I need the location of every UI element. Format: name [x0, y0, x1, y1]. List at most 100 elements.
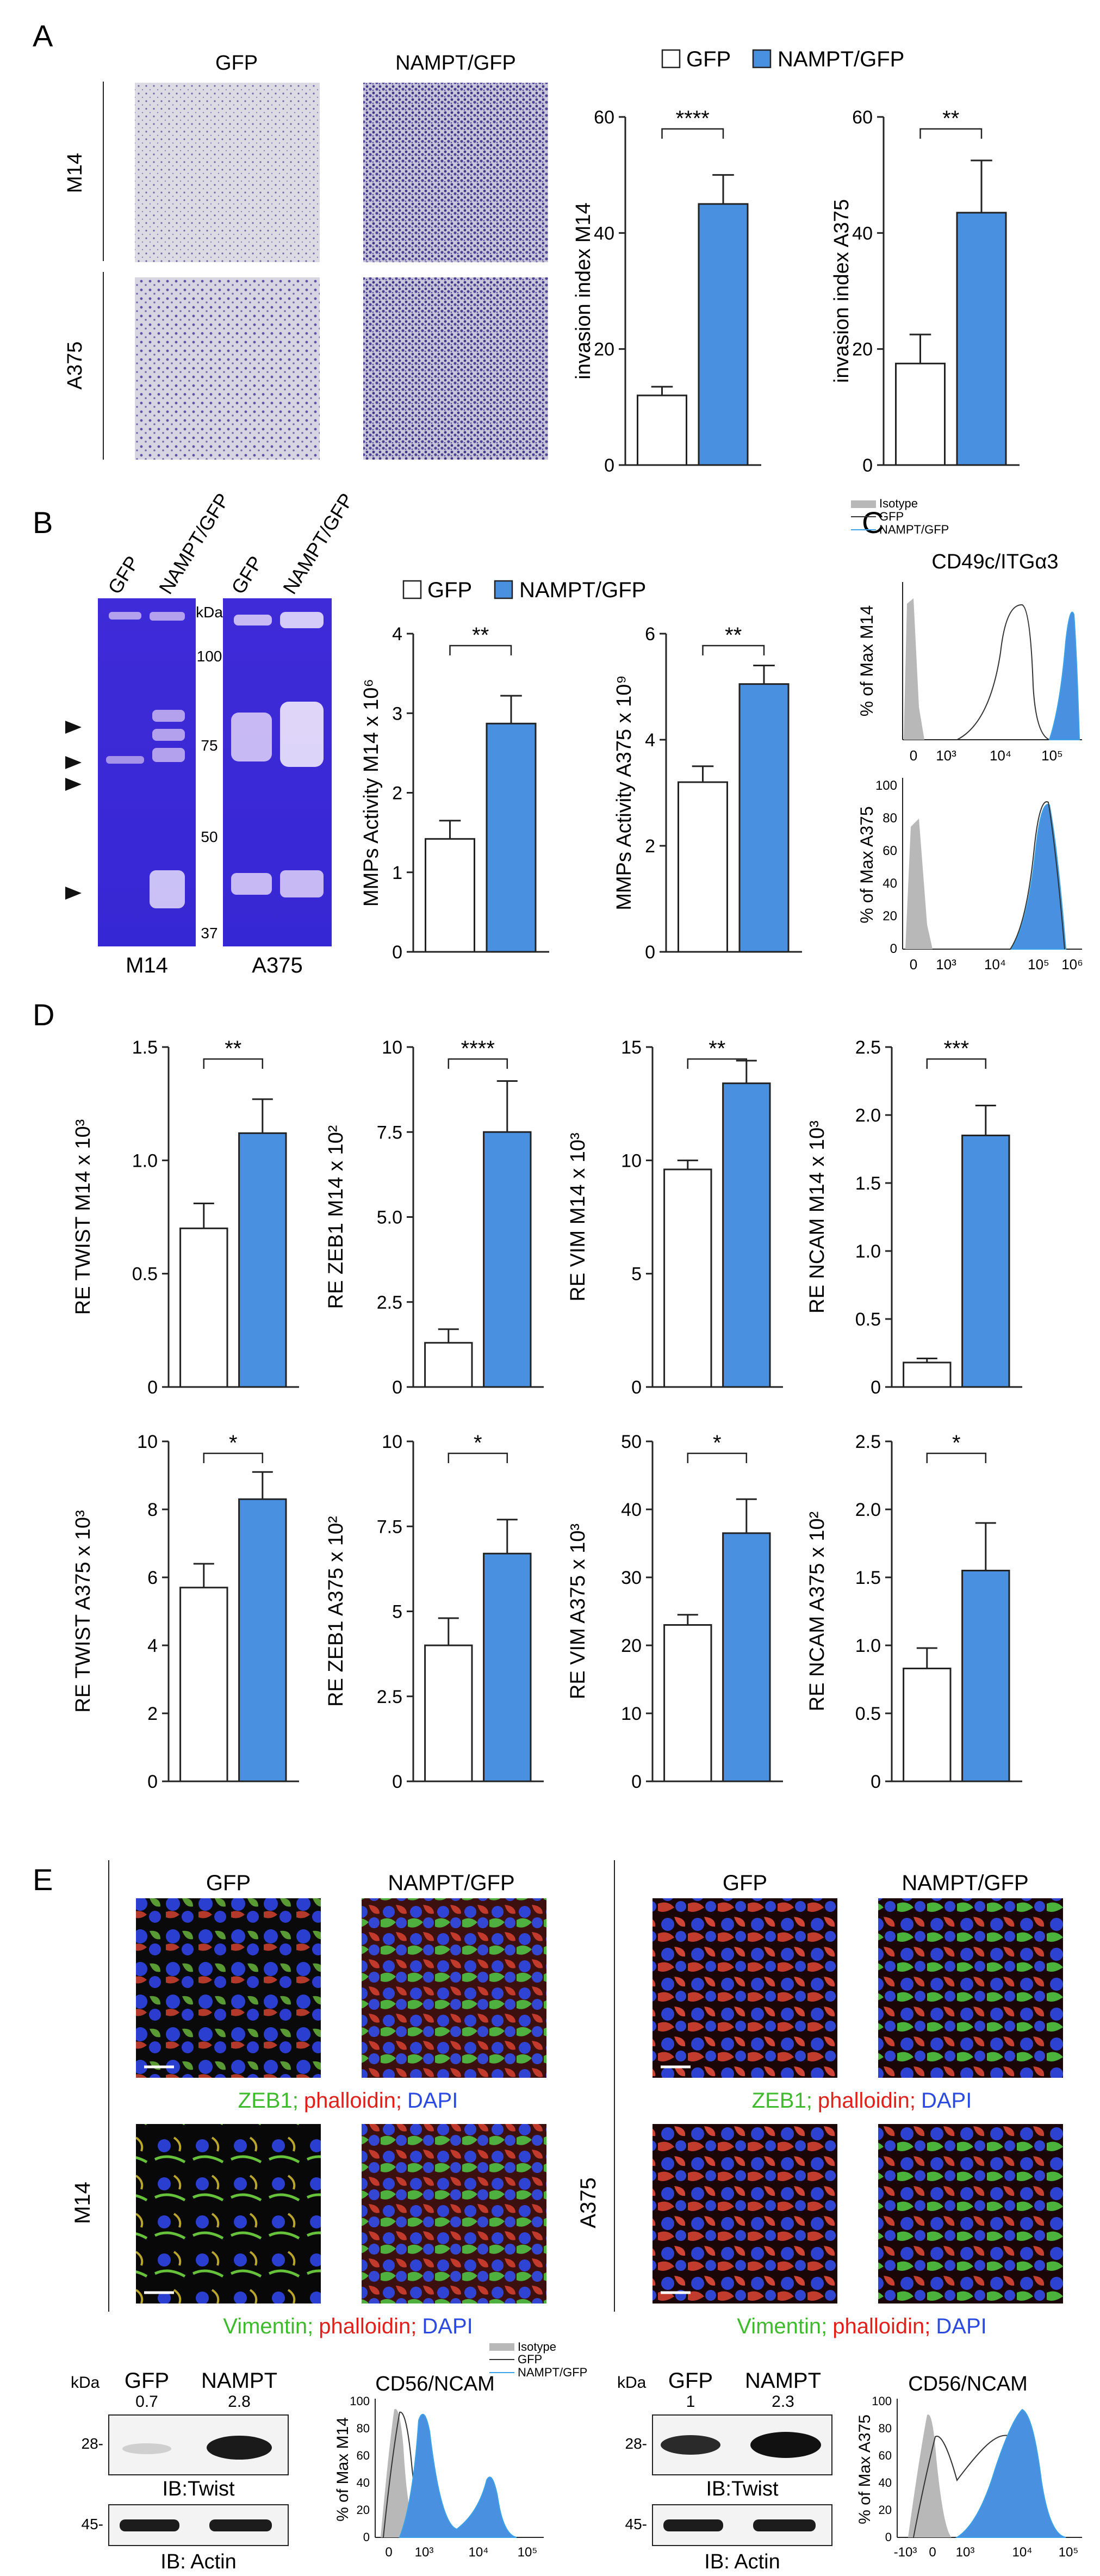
flow-c-a375-ytick: 100 — [875, 778, 897, 793]
y-tick-label: 10 — [382, 1037, 402, 1058]
significance-label: *** — [943, 1037, 969, 1061]
flow-c-a375-ylabel: % of Max A375 — [857, 806, 877, 923]
y-tick-label: 2 — [392, 783, 402, 804]
e-m14-caption-vim: Vimentin; phalloidin; DAPI — [223, 2314, 473, 2338]
wb-a375-val-nampt: 2.3 — [772, 2393, 794, 2411]
legend-e-isotype-swatch — [489, 2343, 514, 2351]
wb-a375-twist-band-gfp — [661, 2435, 720, 2455]
wb-a375-gfp: GFP — [668, 2369, 713, 2393]
flow-ncam-m14: CD56/NCAM 0 20 40 60 80 100 % of Max M14… — [334, 2373, 544, 2560]
e-m14-nampt-vim-image — [362, 2124, 546, 2303]
e-side-m14: M14 — [71, 2182, 95, 2224]
significance-label: ** — [942, 107, 959, 131]
flow-c-a375-isotype — [905, 819, 933, 949]
micro-a375-nampt — [363, 277, 548, 460]
flow-c-a375-ytick: 40 — [883, 876, 897, 891]
bar-gfp — [663, 1624, 712, 1782]
bar-gfp — [895, 362, 946, 466]
y-tick-label: 0 — [631, 1772, 642, 1792]
e-a375-gfp-vim-image — [652, 2124, 837, 2303]
legend-a-gfp-label: GFP — [686, 47, 731, 71]
flow-c-m14-nampt — [1048, 611, 1080, 740]
y-tick-label: 0 — [147, 1377, 158, 1398]
y-tick-label: 3 — [392, 703, 402, 724]
y-tick-label: 1.5 — [855, 1173, 881, 1194]
y-tick-label: 0 — [392, 1377, 402, 1398]
ncam-m14-xtick: 10⁵ — [518, 2545, 538, 2560]
gel-marker-75: 75 — [201, 737, 217, 754]
ncam-a375-ytick: 20 — [879, 2503, 892, 2517]
flow-c-a375-ytick: 80 — [883, 811, 897, 826]
wb-m14-ib-twist: IB:Twist — [162, 2478, 234, 2500]
wb-a375-val-gfp: 1 — [686, 2393, 695, 2411]
flow-c-m14-isotype — [904, 598, 924, 740]
bar-nampt — [486, 722, 537, 953]
legend-b-nampt-swatch — [494, 580, 513, 599]
significance-bracket — [449, 645, 512, 655]
significance-label: ** — [725, 623, 742, 647]
cap-zeb1: ZEB1; — [238, 2089, 299, 2113]
chart-d4: 0 0.5 1.0 1.5 2.0 2.5 RE NCAM M14 x 10³ *** — [806, 1037, 1022, 1398]
ncam-a375-xtick: 0 — [929, 2545, 936, 2560]
significance-bracket — [926, 1058, 987, 1069]
bar-nampt — [238, 1498, 287, 1782]
gel-a375-col-gfp: GFP — [227, 552, 267, 598]
y-axis-label: RE VIM A375 x 10³ — [567, 1524, 589, 1699]
y-tick-label: 0 — [392, 1772, 402, 1792]
chart-d1: 0 0.5 1.0 1.5 RE TWIST M14 x 10³ ** — [72, 1037, 299, 1398]
y-tick-label: 2.0 — [855, 1105, 881, 1126]
significance-label: **** — [676, 107, 710, 131]
e-side-a375: A375 — [576, 2177, 600, 2228]
y-axis-label: invasion index A375 — [830, 199, 853, 383]
wb-m14-gfp: GFP — [125, 2369, 169, 2393]
y-tick-label: 0 — [147, 1772, 158, 1792]
wb-m14-actin-band-gfp — [120, 2519, 179, 2531]
gel-kda: kDa — [196, 604, 223, 621]
bar-gfp — [678, 781, 728, 953]
ncam-m14-ytick: 0 — [363, 2530, 370, 2544]
flow-c-m14-xtick: 10⁴ — [990, 747, 1011, 764]
y-tick-label: 5.0 — [377, 1208, 402, 1228]
y-tick-label: 0.5 — [855, 1309, 881, 1330]
bar-nampt — [722, 1532, 771, 1782]
significance-label: * — [952, 1431, 961, 1455]
panel-label-c: C — [862, 505, 884, 540]
ncam-a375-isotype — [908, 2414, 952, 2537]
e-a375-nampt-zeb1-image — [878, 1898, 1063, 2078]
bar-nampt — [956, 212, 1007, 466]
panel-label-b: B — [33, 505, 53, 540]
y-tick-label: 0 — [645, 942, 655, 963]
wb-a375-actin-mw: 45- — [625, 2516, 647, 2532]
y-tick-label: 0 — [862, 455, 873, 476]
e-m14-gfp-vim-image — [136, 2124, 321, 2303]
flow-ncam-m14-title: CD56/NCAM — [375, 2373, 495, 2395]
y-tick-label: 60 — [852, 107, 873, 128]
y-axis-label: invasion index M14 — [572, 202, 595, 379]
wb-m14-nampt: NAMPT — [201, 2369, 277, 2393]
wb-a375-actin-band-nampt — [753, 2519, 816, 2531]
bar-gfp — [425, 838, 475, 953]
flow-c-m14-gfp — [956, 604, 1050, 740]
wb-a375-actin-band-gfp — [663, 2519, 723, 2531]
gel-m14-col-nampt: NAMPT/GFP — [154, 489, 234, 598]
flow-c-a375-gfp — [1010, 801, 1065, 950]
chart-a2: 0 20 40 60 invasion index A375 ** — [830, 107, 1020, 476]
significance-label: ** — [472, 623, 489, 647]
legend-c-gfp: GFP — [879, 510, 904, 523]
ncam-a375-ytick: 60 — [879, 2449, 892, 2462]
bar-gfp — [903, 1361, 952, 1388]
panel-label-a: A — [33, 18, 53, 53]
e-m14-gfp-zeb1-image — [136, 1898, 321, 2078]
y-tick-label: 20 — [621, 1636, 642, 1656]
y-tick-label: 10 — [621, 1150, 642, 1171]
panel-label-e: E — [33, 1862, 53, 1897]
e-a375-col-nampt: NAMPT/GFP — [902, 1871, 1028, 1895]
y-tick-label: 1.0 — [855, 1636, 881, 1656]
y-tick-label: 7.5 — [377, 1122, 402, 1143]
y-axis-label: RE ZEB1 M14 x 10² — [325, 1125, 347, 1309]
y-tick-label: 0.5 — [132, 1264, 158, 1285]
bar-gfp — [903, 1668, 952, 1782]
wb-m14-actin-mw: 45- — [82, 2516, 103, 2532]
